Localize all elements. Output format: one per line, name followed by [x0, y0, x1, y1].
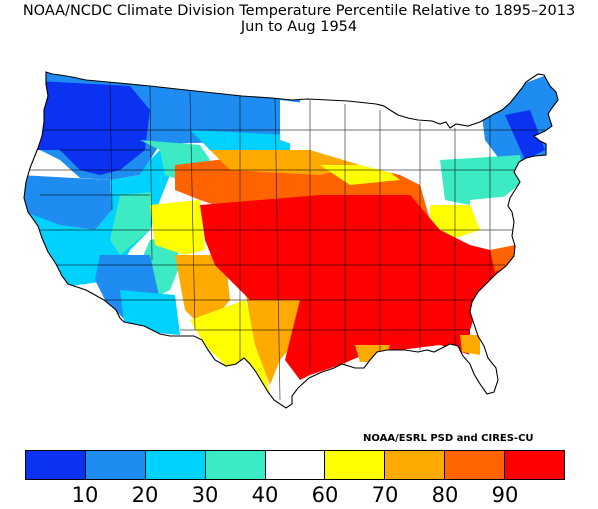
legend-tick-label: 70: [371, 483, 399, 507]
credit-text: NOAA/ESRL PSD and CIRES-CU: [363, 433, 534, 444]
legend-swatch: [504, 451, 565, 479]
legend-swatch: [84, 451, 145, 479]
legend-tick-label: 40: [251, 483, 279, 507]
legend-swatch: [264, 451, 325, 479]
legend-colorbar: [25, 450, 565, 480]
legend-tick-label: 60: [311, 483, 339, 507]
map-title: NOAA/NCDC Climate Division Temperature P…: [22, 3, 576, 19]
legend-swatch: [144, 451, 205, 479]
legend-tick-label: 10: [71, 483, 99, 507]
legend-tick-label: 90: [491, 483, 519, 507]
legend-swatch: [444, 451, 505, 479]
legend-swatch: [204, 451, 265, 479]
map-subtitle: Jun to Aug 1954: [240, 19, 358, 35]
legend-tick-label: 20: [131, 483, 159, 507]
legend-swatch: [26, 451, 85, 479]
legend-swatch: [384, 451, 445, 479]
legend-swatch: [324, 451, 385, 479]
legend-tick-label: 30: [191, 483, 219, 507]
legend-tick-label: 80: [431, 483, 459, 507]
